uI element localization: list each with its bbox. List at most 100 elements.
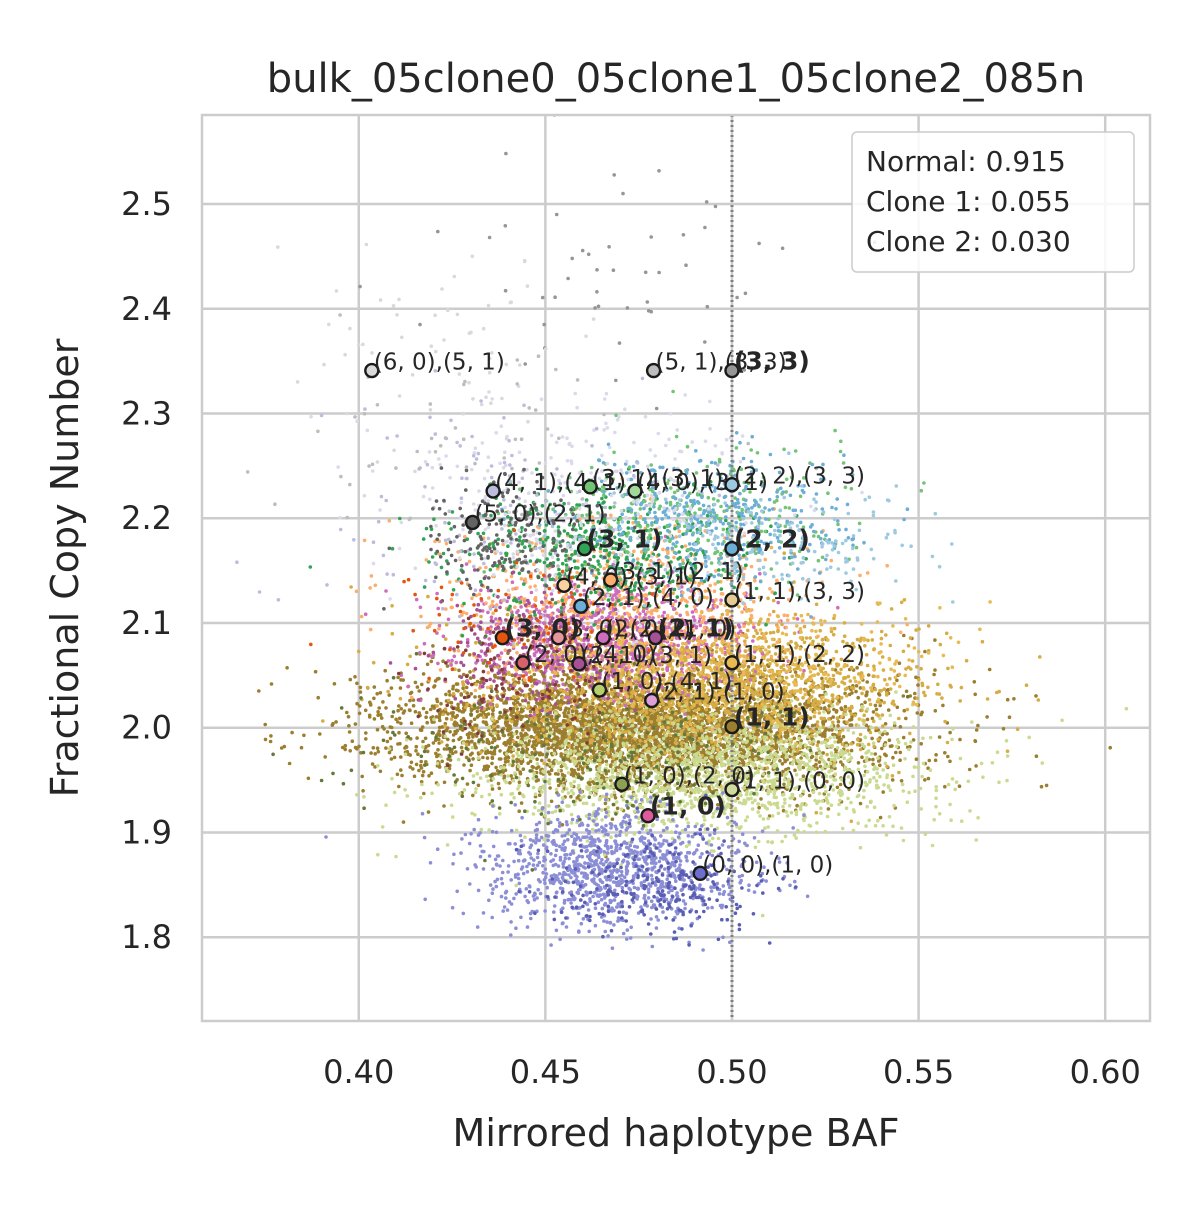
data-point (627, 724, 631, 728)
data-point (694, 709, 698, 713)
data-point (404, 745, 408, 749)
data-point (752, 635, 756, 639)
data-point (473, 723, 477, 727)
data-point (902, 694, 906, 698)
data-point (579, 765, 583, 769)
data-point (432, 706, 436, 710)
data-point (902, 736, 906, 740)
data-point (574, 730, 578, 734)
data-point (872, 710, 876, 714)
data-point (1035, 754, 1039, 758)
data-point (389, 737, 393, 741)
data-point (859, 733, 863, 737)
data-point (856, 696, 860, 700)
data-point (821, 686, 825, 690)
data-point (515, 695, 519, 699)
data-point (772, 610, 776, 614)
data-point (976, 724, 980, 728)
data-point (948, 760, 952, 764)
data-point (941, 704, 945, 708)
data-point (716, 709, 720, 713)
data-point (665, 706, 669, 710)
data-point (778, 759, 782, 763)
data-point (364, 731, 368, 735)
data-point (426, 595, 430, 599)
data-point (611, 817, 615, 821)
data-point (820, 717, 824, 721)
data-point (837, 720, 841, 724)
data-point (557, 724, 561, 728)
data-point (680, 730, 684, 734)
data-point (541, 690, 545, 694)
data-point (502, 701, 506, 705)
data-point (831, 694, 835, 698)
data-point (526, 747, 530, 751)
data-point (822, 720, 826, 724)
data-point (617, 747, 621, 751)
data-point (470, 763, 474, 767)
data-point (1006, 749, 1010, 753)
data-point (414, 681, 418, 685)
data-point (465, 756, 469, 760)
data-point (408, 753, 412, 757)
data-point (1108, 746, 1112, 750)
data-point (460, 746, 464, 750)
data-point (571, 710, 575, 714)
data-point (844, 705, 848, 709)
data-point (582, 699, 586, 703)
data-point (497, 717, 501, 721)
data-point (566, 692, 570, 696)
data-point (884, 722, 888, 726)
data-point (443, 747, 447, 751)
data-point (913, 692, 917, 696)
data-point (264, 738, 268, 742)
data-point (926, 686, 930, 690)
data-point (358, 712, 362, 716)
data-point (565, 673, 569, 677)
data-point (915, 665, 919, 669)
data-point (538, 793, 542, 797)
data-point (974, 764, 978, 768)
data-point (681, 756, 685, 760)
data-point (498, 787, 502, 791)
data-point (855, 684, 859, 688)
data-point (526, 743, 530, 747)
data-point (399, 707, 403, 711)
data-point (446, 664, 450, 668)
data-point (485, 767, 489, 771)
data-point (799, 756, 803, 760)
data-point (432, 741, 436, 745)
data-point (514, 705, 518, 709)
data-point (399, 678, 403, 682)
data-point (657, 744, 661, 748)
data-point (402, 820, 406, 824)
data-point (592, 782, 596, 786)
data-point (471, 757, 475, 761)
data-point (474, 746, 478, 750)
data-point (452, 733, 456, 737)
data-point (318, 732, 322, 736)
data-point (408, 709, 412, 713)
data-point (645, 722, 649, 726)
data-point (540, 759, 544, 763)
data-point (635, 756, 639, 760)
data-point (359, 686, 363, 690)
data-point (462, 763, 466, 767)
data-point (160, 680, 164, 684)
data-point (415, 763, 419, 767)
data-point (1008, 715, 1012, 719)
data-point (569, 795, 573, 799)
data-point (520, 801, 524, 805)
data-point (592, 723, 596, 727)
data-point (530, 717, 534, 721)
data-point (491, 712, 495, 716)
data-point (923, 778, 927, 782)
data-point (943, 751, 947, 755)
data-point (498, 749, 502, 753)
data-point (905, 690, 909, 694)
data-point (390, 604, 394, 608)
data-point (496, 725, 500, 729)
data-point (445, 623, 449, 627)
data-point (510, 720, 514, 724)
data-point (525, 751, 529, 755)
